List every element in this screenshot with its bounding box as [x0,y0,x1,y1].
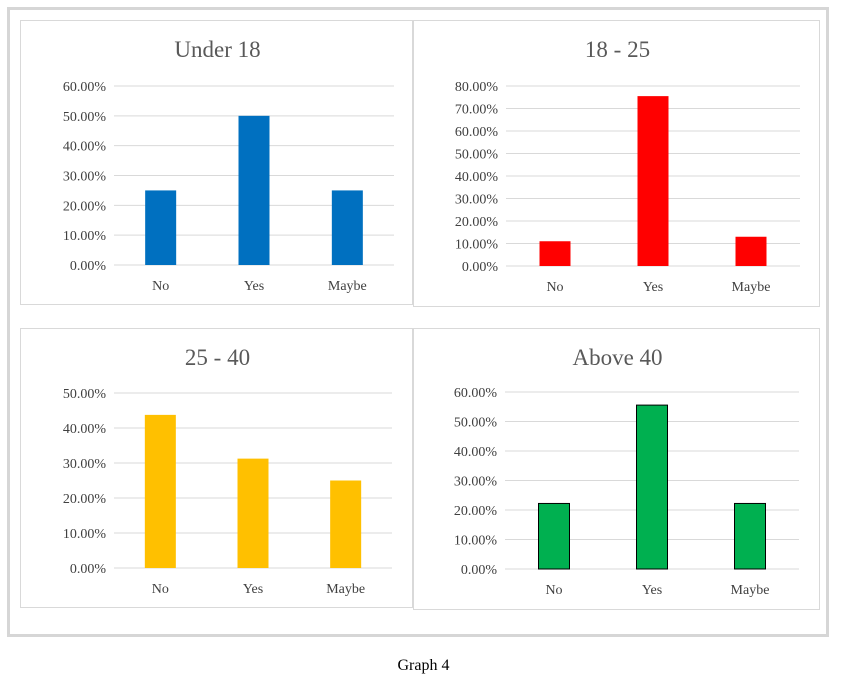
y-tick-label: 10.00% [63,229,107,244]
x-tick-label: No [545,583,562,598]
y-tick-label: 20.00% [63,492,107,507]
y-tick-label: 50.00% [63,387,107,402]
y-tick-label: 10.00% [455,238,499,253]
y-tick-label: 40.00% [63,422,107,437]
x-tick-label: Maybe [326,582,365,597]
y-tick-label: 0.00% [461,563,498,578]
bar-maybe [331,190,363,265]
x-tick-label: No [152,582,169,597]
chart-18-25: 18 - 25 0.00% 10.00% 20.00% 30.00% 40.00% 50.0… [413,20,820,307]
chart-under-18-svg: Under 18 0.00% 10.00% 20.00% 30.00% 40.00% 50.… [63,37,394,294]
y-tick-label: 50.00% [454,416,498,431]
y-tick-label: 60.00% [454,386,498,401]
y-tick-label: 30.00% [454,475,498,490]
x-tick-label: Yes [244,279,264,294]
chart-title: Above 40 [572,345,662,370]
chart-25-40-svg: 25 - 40 0.00% 10.00% 20.00% 30.00% 40.00% 50.0… [63,345,392,597]
y-tick-label: 30.00% [63,457,107,472]
chart-title: 25 - 40 [185,345,250,370]
y-tick-label: 30.00% [63,170,107,185]
y-tick-label: 70.00% [455,103,499,118]
x-tick-label: Yes [642,583,662,598]
chart-under-18: Under 18 0.00% 10.00% 20.00% 30.00% 40.00% 50.… [20,20,413,305]
y-tick-label: 80.00% [455,80,499,95]
bar-yes [637,96,669,266]
y-tick-label: 20.00% [63,199,107,214]
x-tick-label: Yes [243,582,263,597]
y-tick-label: 0.00% [462,260,499,275]
y-tick-label: 60.00% [63,80,107,95]
bar-yes [636,404,668,570]
x-tick-label: Maybe [328,279,367,294]
bar-yes [237,458,269,568]
y-tick-label: 40.00% [455,170,499,185]
y-tick-label: 40.00% [63,140,107,155]
x-tick-label: No [152,279,169,294]
y-tick-label: 20.00% [455,215,499,230]
bar-no [145,190,177,265]
y-tick-label: 10.00% [454,534,498,549]
y-tick-label: 50.00% [455,148,499,163]
bar-maybe [734,502,766,570]
y-tick-label: 30.00% [455,193,499,208]
y-tick-label: 20.00% [454,504,498,519]
y-tick-label: 10.00% [63,527,107,542]
figure-caption: Graph 4 [397,657,450,674]
chart-above-40-svg: Above 40 0.00% 10.00% 20.00% 30.00% 40.00% 50.… [454,345,799,598]
chart-18-25-svg: 18 - 25 0.00% 10.00% 20.00% 30.00% 40.00% 50.0… [455,37,800,295]
chart-25-40: 25 - 40 0.00% 10.00% 20.00% 30.00% 40.00% 50.0… [20,328,413,608]
x-tick-label: Maybe [732,280,771,295]
chart-above-40: Above 40 0.00% 10.00% 20.00% 30.00% 40.00% 50.… [413,328,820,610]
y-tick-label: 0.00% [70,562,107,577]
y-tick-label: 40.00% [454,445,498,460]
x-tick-label: Maybe [731,583,770,598]
bar-no [144,414,176,568]
bar-yes [238,115,270,265]
bar-maybe [330,480,362,568]
bar-no [538,502,570,570]
y-tick-label: 0.00% [70,259,107,274]
bar-no [539,241,571,266]
x-tick-label: No [546,280,563,295]
chart-title: Under 18 [174,37,260,62]
x-tick-label: Yes [643,280,663,295]
chart-title: 18 - 25 [585,37,650,62]
bar-maybe [735,236,767,266]
y-tick-label: 50.00% [63,110,107,125]
y-tick-label: 60.00% [455,125,499,140]
